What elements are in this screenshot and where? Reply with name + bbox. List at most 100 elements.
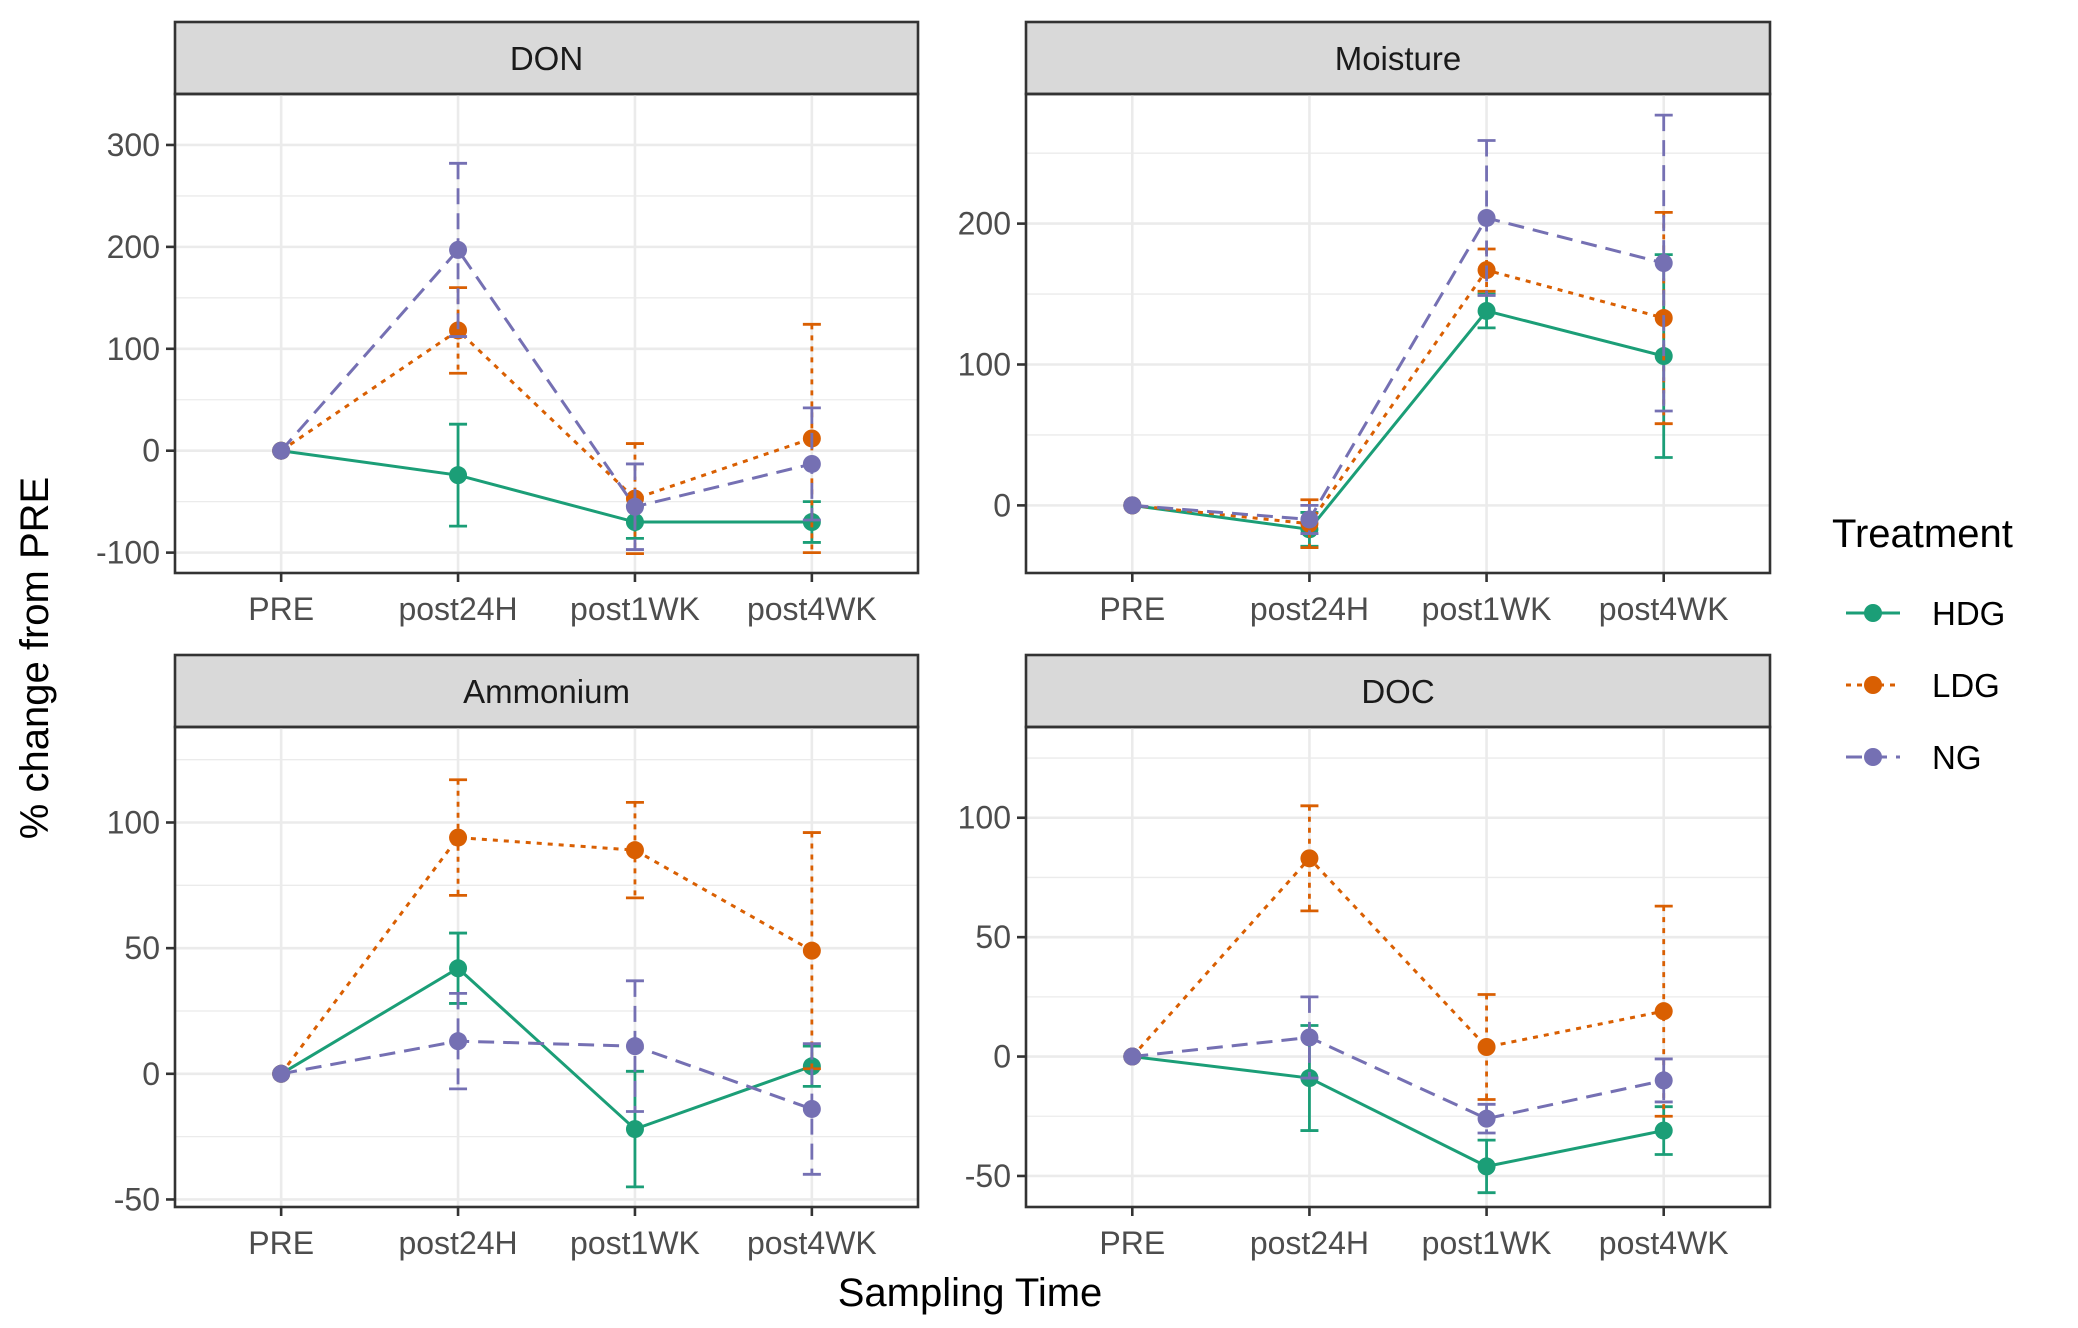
series-line — [1132, 216, 1665, 522]
data-point — [625, 1037, 644, 1056]
y-tick-label: 300 — [107, 127, 160, 163]
panel-ammonium: Ammonium -50 0 50 100 PRE post24H post1WK post4W… — [107, 653, 920, 1261]
x-tick-label: PRE — [248, 1225, 314, 1261]
y-tick-label: -100 — [96, 535, 160, 571]
data-point — [1300, 1028, 1319, 1047]
x-tick-label: post24H — [398, 591, 517, 627]
panel-don: DON -100 0 100 200 300 PRE post24H post1WK post4W… — [96, 20, 920, 627]
x-tick-label: PRE — [1099, 1225, 1165, 1261]
y-tick-label: 50 — [124, 930, 160, 966]
x-tick-label: post1WK — [570, 591, 700, 627]
series-line — [1132, 1055, 1665, 1168]
y-tick-label: 100 — [107, 804, 160, 840]
x-tick-label: post4WK — [1599, 591, 1729, 627]
y-tick-label: 0 — [142, 433, 160, 469]
data-point — [625, 497, 644, 516]
series-line — [1132, 1035, 1665, 1121]
data-point — [449, 1032, 468, 1051]
series-line — [1131, 856, 1665, 1058]
data-point — [449, 466, 468, 485]
data-point — [625, 1120, 644, 1139]
series-hdg — [1123, 1024, 1673, 1195]
panel-strip-title: Ammonium — [463, 673, 630, 710]
legend-key-point — [1864, 604, 1882, 622]
panel-strip-title: DON — [510, 40, 583, 77]
series-hdg — [272, 931, 821, 1189]
data-point — [802, 941, 821, 960]
data-point — [1477, 208, 1496, 227]
x-tick-label: post1WK — [1422, 1225, 1552, 1261]
series-line — [279, 836, 813, 1075]
legend-title: Treatment — [1832, 512, 2013, 556]
series-line — [280, 328, 813, 501]
y-tick-label: 100 — [107, 331, 160, 367]
series-ng — [272, 979, 821, 1176]
series-ldg — [272, 286, 821, 556]
data-point — [449, 240, 468, 259]
legend-entry-hdg: HDG — [1846, 595, 2005, 632]
series-ldg — [1123, 210, 1673, 550]
data-point — [449, 828, 468, 847]
data-point — [1123, 496, 1142, 515]
data-point — [1477, 1157, 1496, 1176]
data-point — [802, 1099, 821, 1118]
data-point — [449, 959, 468, 978]
y-tick-label: 0 — [993, 487, 1011, 523]
series-line — [280, 247, 813, 509]
legend-key-point — [1864, 676, 1882, 694]
series-ng — [1123, 995, 1673, 1135]
legend-label: LDG — [1932, 667, 2000, 704]
series-hdg — [272, 422, 821, 544]
data-point — [1654, 1002, 1673, 1021]
legend-entry-ng: NG — [1846, 739, 1982, 776]
legend-label: HDG — [1932, 595, 2005, 632]
panel-moisture: Moisture 0 100 200 PRE post24H post1WK post4WK — [958, 20, 1772, 627]
panel-strip — [173, 653, 920, 729]
legend-entry-ldg: LDG — [1846, 667, 2000, 704]
data-point — [1654, 254, 1673, 273]
series-ng — [272, 161, 821, 551]
series-line — [280, 1039, 813, 1111]
y-tick-label: 100 — [958, 800, 1011, 836]
x-tick-label: post1WK — [570, 1225, 700, 1261]
data-point — [1300, 849, 1319, 868]
panel-strip — [1024, 653, 1772, 729]
y-tick-label: 200 — [107, 229, 160, 265]
x-tick-label: PRE — [1099, 591, 1165, 627]
x-tick-label: post4WK — [747, 1225, 877, 1261]
data-point — [1654, 1071, 1673, 1090]
data-point — [1477, 301, 1496, 320]
series-line — [1132, 309, 1665, 531]
data-point — [1477, 1109, 1496, 1128]
y-tick-label: -50 — [114, 1181, 160, 1217]
x-tick-label: post24H — [398, 1225, 517, 1261]
y-tick-label: -50 — [965, 1158, 1011, 1194]
panel-strip — [173, 20, 920, 96]
y-tick-label: 200 — [958, 206, 1011, 242]
series-line — [280, 449, 812, 524]
y-tick-label: 0 — [993, 1039, 1011, 1075]
y-axis-title: % change from PRE — [13, 477, 57, 839]
panel-border — [1024, 725, 1772, 1209]
data-point — [1477, 1038, 1496, 1056]
panel-border — [173, 92, 920, 575]
data-point — [1654, 1121, 1673, 1140]
x-tick-label: post24H — [1250, 591, 1369, 627]
panel-border — [1024, 92, 1772, 575]
data-point — [1300, 510, 1319, 529]
data-point — [625, 841, 644, 860]
y-tick-label: 100 — [958, 346, 1011, 382]
panel-strip — [1024, 20, 1772, 96]
data-point — [802, 513, 821, 532]
series-line — [1132, 268, 1665, 526]
panels: DON -100 0 100 200 300 PRE post24H post1WK post4W… — [96, 20, 1772, 1261]
y-tick-label: 50 — [975, 919, 1011, 955]
x-tick-label: post4WK — [1599, 1225, 1729, 1261]
panel-strip-title: DOC — [1361, 673, 1434, 710]
legend-label: NG — [1932, 739, 1982, 776]
data-point — [802, 454, 821, 473]
x-tick-label: post24H — [1250, 1225, 1369, 1261]
x-tick-label: PRE — [248, 591, 314, 627]
data-point — [272, 1064, 291, 1083]
